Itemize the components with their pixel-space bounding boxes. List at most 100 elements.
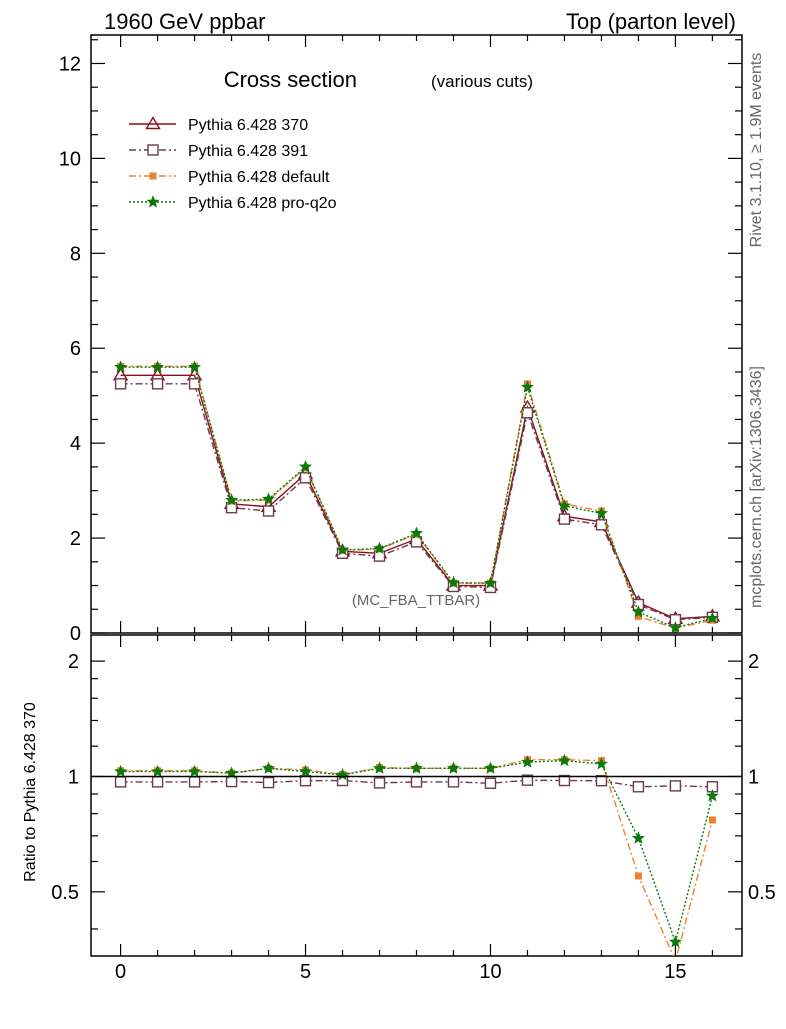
ratio-series-line [120,759,714,956]
x-tick-label: 10 [479,961,501,983]
ratio-data-point [188,776,201,788]
main-data-point [114,378,127,390]
header-left: 1960 GeV ppbar [104,9,265,34]
y-tick-label: 0 [70,623,81,645]
legend-item: Pythia 6.428 pro-q2o [129,195,337,212]
legend-label: Pythia 6.428 391 [188,143,308,160]
ratio-data-point [447,776,460,788]
ratio-data-point [520,755,534,768]
y-tick-label: 8 [70,243,81,265]
main-series-3 [114,360,719,633]
main-data-point [151,360,165,373]
ratio-data-point [708,816,716,824]
legend-item: Pythia 6.428 default [129,169,330,186]
main-data-point [151,378,164,390]
ratio-plot-frame [90,634,743,957]
main-data-point [114,360,128,373]
main-data-point [225,493,239,506]
main-series-0 [112,367,721,624]
ratio-series-0 [114,774,719,793]
main-data-point [299,460,313,473]
main-data-point [262,505,275,517]
ratio-data-point [631,831,645,844]
ratio-data-point [262,776,275,789]
y-tick-label: 4 [70,433,81,455]
main-data-point [188,360,202,373]
ratio-data-point [410,776,423,788]
ratio-y-tick-label-left: 2 [68,651,79,673]
ratio-data-point [114,764,128,778]
y-tick-label: 2 [70,528,81,550]
main-data-point [336,543,350,556]
main-data-point [634,612,642,620]
ratio-data-point [446,761,460,774]
ratio-y-tick-label-right: 1 [748,766,759,788]
ratio-data-point [299,764,313,778]
main-series-line [120,365,713,629]
ratio-y-tick-label-right: 0.5 [748,882,776,904]
y-tick-label: 12 [59,53,81,75]
x-tick-label: 15 [664,961,686,983]
ratio-data-point [634,872,642,880]
main-series-line [120,374,713,620]
ratio-data-point [558,774,571,787]
ratio-data-point [669,780,682,792]
x-tick-label: 5 [300,961,311,983]
main-data-point [373,541,387,555]
ratio-data-point [151,764,165,778]
ratio-series-group [114,753,719,956]
main-data-point [483,576,497,589]
main-series-line [120,366,713,629]
legend-item: Pythia 6.428 391 [129,143,308,160]
main-data-point [705,611,719,624]
y-tick-label: 6 [70,338,81,360]
legend-item: Pythia 6.428 370 [129,116,308,134]
main-data-point [262,492,276,505]
main-data-point [188,378,201,390]
legend-marker [145,116,161,130]
header-right: Top (parton level) [566,9,736,34]
legend: Pythia 6.428 370 Pythia 6.428 391 Pythia 6… [129,116,337,212]
ratio-series-line [120,759,714,945]
ratio-data-point [299,774,312,787]
main-data-point [410,526,423,539]
legend-label: Pythia 6.428 default [188,169,330,186]
ratio-y-tick-label-right: 2 [748,651,759,673]
ratio-data-point [668,935,682,948]
rivet-label: Rivet 3.1.10, ≥ 1.9M events [748,53,765,248]
main-data-point [668,620,682,633]
ratio-data-point [151,776,164,788]
ratio-y-tick-label-left: 0.5 [51,882,79,904]
ratio-data-point [373,761,387,774]
ratio-data-point [594,757,608,770]
ratio-data-point [595,774,608,787]
legend-marker [146,195,160,208]
main-series-group [112,360,721,633]
plot-title: Cross section [224,67,357,92]
analysis-label: (MC_FBA_TTBAR) [352,592,480,609]
ratio-data-point [336,767,350,781]
legend-label: Pythia 6.428 pro-q2o [188,195,337,212]
ratio-data-point [484,777,497,789]
plot-subtitle: (various cuts) [431,72,533,91]
main-data-point [520,380,534,393]
main-data-point [594,506,608,519]
ratio-data-point [262,761,276,774]
legend-label: Pythia 6.428 370 [188,117,308,134]
ratio-data-point [410,761,423,774]
ratio-axis-label: Ratio to Pythia 6.428 370 [22,702,39,882]
ratio-data-point [483,761,497,774]
ratio-series-2 [114,753,719,948]
y-tick-label: 10 [59,148,81,170]
legend-marker [147,144,159,156]
ratio-data-point [632,781,645,793]
ratio-data-point [114,776,127,788]
main-data-point [595,519,608,531]
x-tick-label: 0 [115,961,126,983]
main-data-point [446,575,460,589]
ratio-data-point [557,753,571,767]
ratio-y-tick-label-left: 1 [68,766,79,788]
